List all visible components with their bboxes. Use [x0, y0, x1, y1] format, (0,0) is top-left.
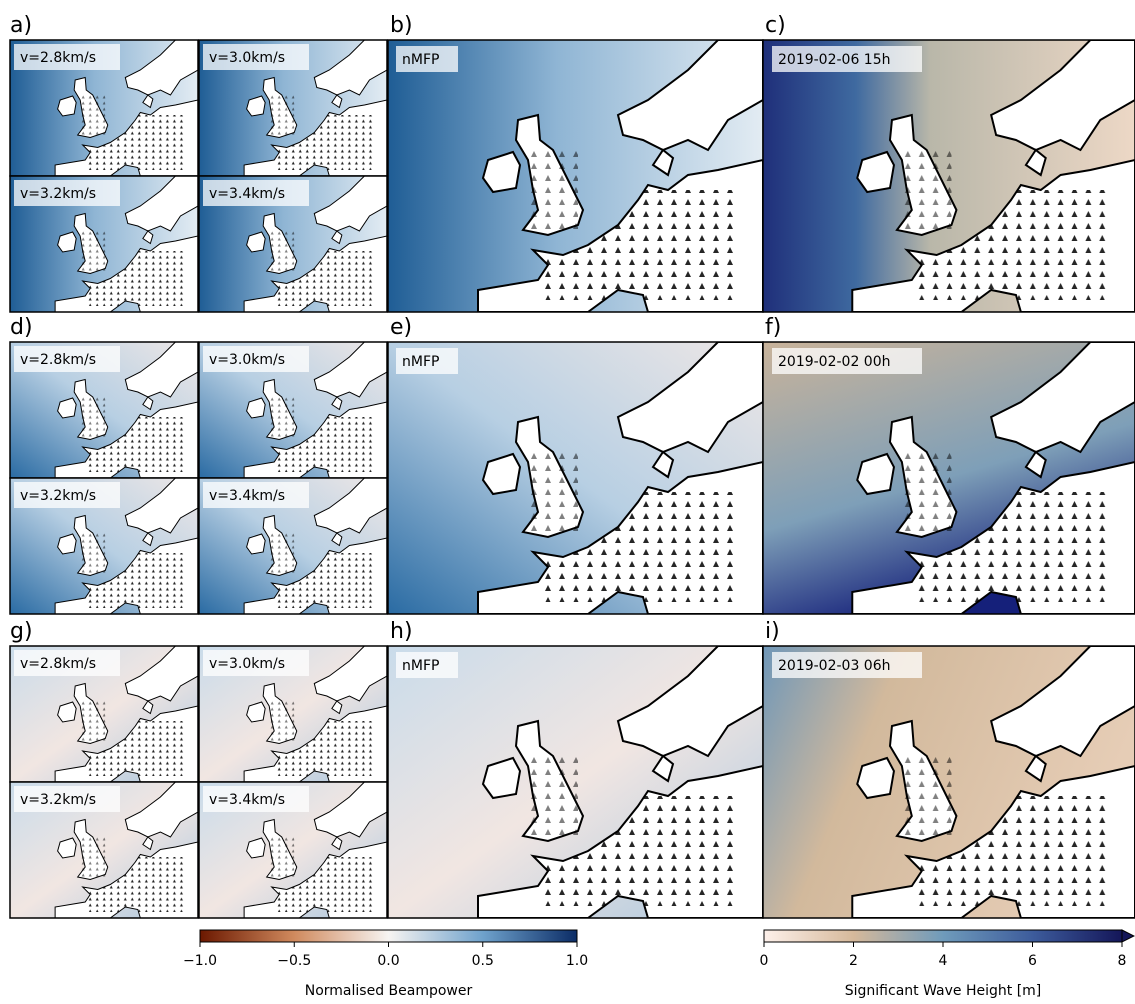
colorbar-tick-label: 0 — [760, 953, 769, 969]
panel-letter: f) — [765, 315, 781, 340]
panel-letter: d) — [10, 315, 33, 340]
colorbar-label: Normalised Beampower — [305, 983, 473, 999]
panel-label: v=2.8km/s — [20, 50, 96, 66]
panel-label: v=2.8km/s — [20, 352, 96, 368]
panel-label: v=3.4km/s — [209, 186, 285, 202]
panel-label: 2019-02-03 06h — [778, 658, 891, 674]
panel-letter: c) — [765, 13, 786, 38]
colorbar-tick-label: 0.0 — [377, 953, 399, 969]
panel-label: v=3.4km/s — [209, 792, 285, 808]
panel-label: 2019-02-06 15h — [778, 52, 891, 68]
panel-letter: e) — [390, 315, 412, 340]
colorbar-tick-label: 0.5 — [472, 953, 494, 969]
colorbar — [200, 930, 577, 942]
panel-label: 2019-02-02 00h — [778, 354, 891, 370]
colorbar-extend — [1122, 930, 1134, 942]
panel-label: nMFP — [402, 354, 439, 370]
colorbar — [764, 930, 1122, 942]
colorbar-tick-label: 4 — [939, 953, 948, 969]
colorbar-tick-label: 2 — [849, 953, 858, 969]
panel-label: v=3.0km/s — [209, 352, 285, 368]
panel-label: v=3.2km/s — [20, 792, 96, 808]
panel-label: v=3.4km/s — [209, 488, 285, 504]
panel-label: v=3.2km/s — [20, 488, 96, 504]
panel-label: nMFP — [402, 52, 439, 68]
panel-letter: i) — [765, 619, 780, 644]
panel-label: nMFP — [402, 658, 439, 674]
panel-letter: a) — [10, 13, 32, 38]
figure: a) b) c) v=2.8km/s v=3.0km/s v=3.2km/s v=3.4km… — [0, 0, 1135, 1000]
panel-label: v=2.8km/s — [20, 656, 96, 672]
panel-label: v=3.2km/s — [20, 186, 96, 202]
colorbar-label: Significant Wave Height [m] — [845, 983, 1042, 999]
colorbar-tick-label: −1.0 — [183, 953, 217, 969]
colorbar-tick-label: 1.0 — [566, 953, 588, 969]
colorbar-tick-label: −0.5 — [277, 953, 311, 969]
panel-letter: b) — [390, 13, 413, 38]
panel-letter: g) — [10, 619, 33, 644]
colorbar-tick-label: 6 — [1028, 953, 1037, 969]
panel-label: v=3.0km/s — [209, 656, 285, 672]
colorbar-tick-label: 8 — [1118, 953, 1127, 969]
panel-letter: h) — [390, 619, 413, 644]
panel-label: v=3.0km/s — [209, 50, 285, 66]
